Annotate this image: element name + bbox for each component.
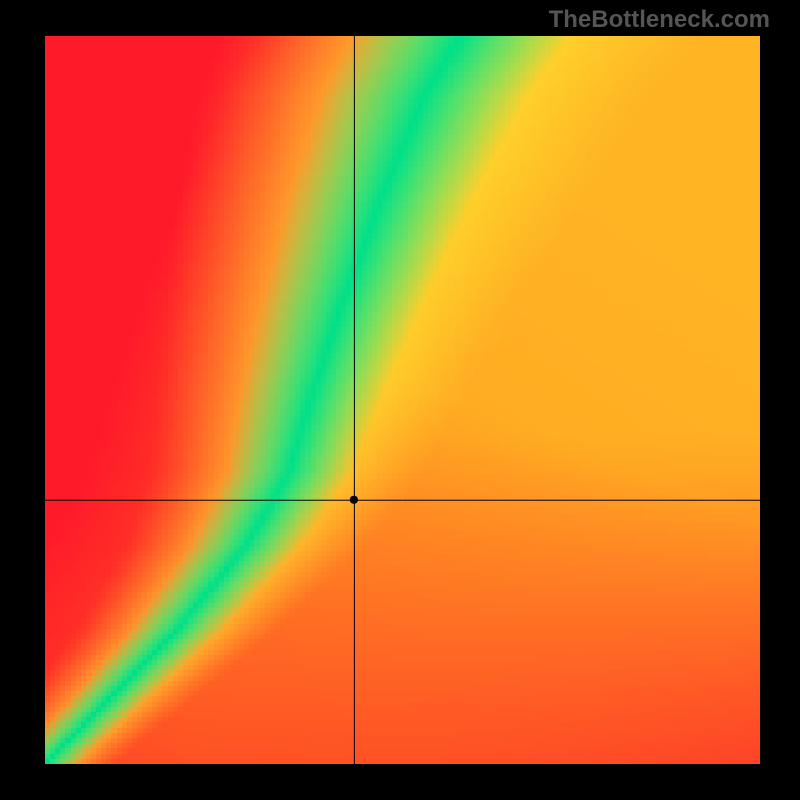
watermark-text: TheBottleneck.com [549, 6, 770, 34]
chart-container: TheBottleneck.com [0, 0, 800, 800]
bottleneck-heatmap [45, 36, 760, 764]
